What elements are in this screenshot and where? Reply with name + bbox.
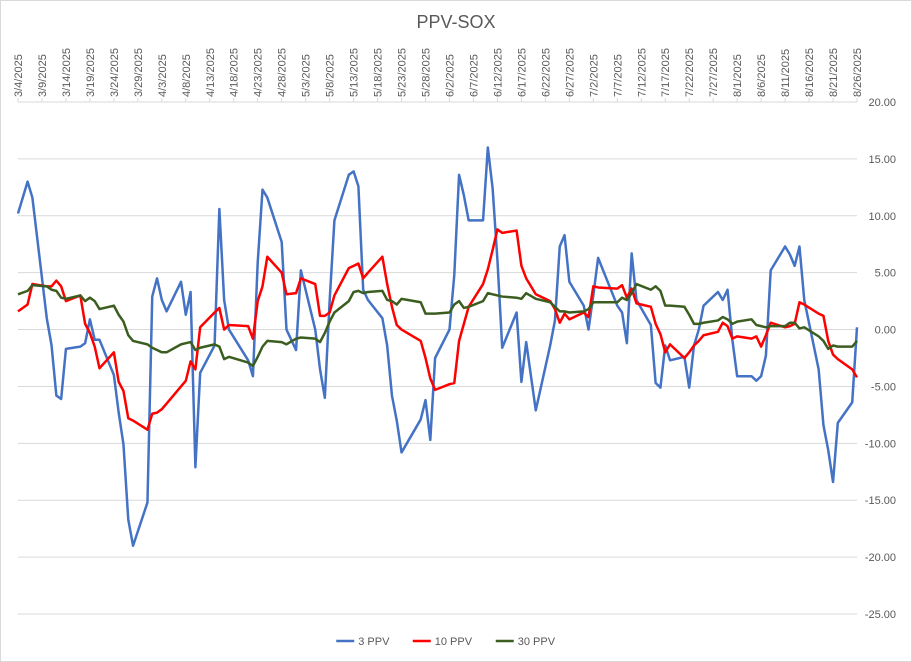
y-tick-label: -5.00 [871,381,896,393]
series-line [16,146,859,547]
y-tick-label: 20.00 [868,97,896,109]
y-tick-label: -15.00 [865,495,896,507]
y-tick-label: -10.00 [865,438,896,450]
legend-label: 30 PPV [518,636,556,648]
x-tick-label: 8/1/2025 [732,54,744,97]
y-tick-label: 5.00 [875,268,896,280]
x-tick-label: 4/8/2025 [181,54,193,97]
x-tick-label: 6/17/2025 [516,48,528,97]
x-tick-label: 3/19/2025 [85,48,97,97]
x-tick-label: 3/9/2025 [37,54,49,97]
x-tick-label: 8/11/2025 [780,49,792,97]
legend-label: 3 PPV [358,636,390,648]
x-tick-label: 5/8/2025 [325,54,337,97]
x-tick-label: 7/27/2025 [708,48,720,97]
x-tick-label: 6/7/2025 [468,54,480,97]
x-tick-label: 4/18/2025 [229,48,241,97]
y-tick-label: 15.00 [868,154,896,166]
x-tick-label: 4/28/2025 [277,48,289,97]
x-tick-label: 5/3/2025 [301,54,313,97]
chart-title: PPV-SOX [416,12,495,32]
x-tick-label: 7/2/2025 [588,54,600,97]
y-tick-label: -25.00 [865,609,896,621]
x-tick-label: 8/16/2025 [804,48,816,97]
x-tick-label: 6/27/2025 [564,48,576,97]
x-tick-label: 3/29/2025 [133,48,145,97]
x-tick-label: 7/7/2025 [612,54,624,97]
x-tick-label: 5/28/2025 [421,48,433,97]
x-tick-label: 5/13/2025 [349,48,361,97]
x-tick-label: 4/23/2025 [253,48,265,97]
y-tick-label: 10.00 [868,211,896,223]
legend-label: 10 PPV [435,636,473,648]
x-tick-label: 3/14/2025 [61,48,73,97]
x-tick-label: 4/3/2025 [157,54,169,97]
series-line [17,228,859,431]
x-tick-label: 7/12/2025 [636,48,648,97]
x-tick-label: 5/18/2025 [373,48,385,97]
y-tick-label: 0.00 [875,325,896,337]
x-tick-label: 6/22/2025 [540,48,552,97]
x-tick-label: 7/22/2025 [684,48,696,97]
x-tick-label: 5/23/2025 [397,48,409,97]
x-tick-label: 3/24/2025 [109,48,121,97]
x-tick-label: 8/21/2025 [828,48,840,97]
x-tick-label: 8/26/2025 [852,48,864,97]
series-line [17,282,858,368]
x-tick-label: 6/2/2025 [444,54,456,97]
x-tick-label: 3/4/2025 [13,54,25,97]
x-tick-label: 6/12/2025 [492,48,504,97]
x-tick-label: 7/17/2025 [660,48,672,97]
x-tick-label: 4/13/2025 [205,48,217,97]
y-tick-label: -20.00 [865,552,896,564]
x-tick-label: 8/6/2025 [756,54,768,97]
